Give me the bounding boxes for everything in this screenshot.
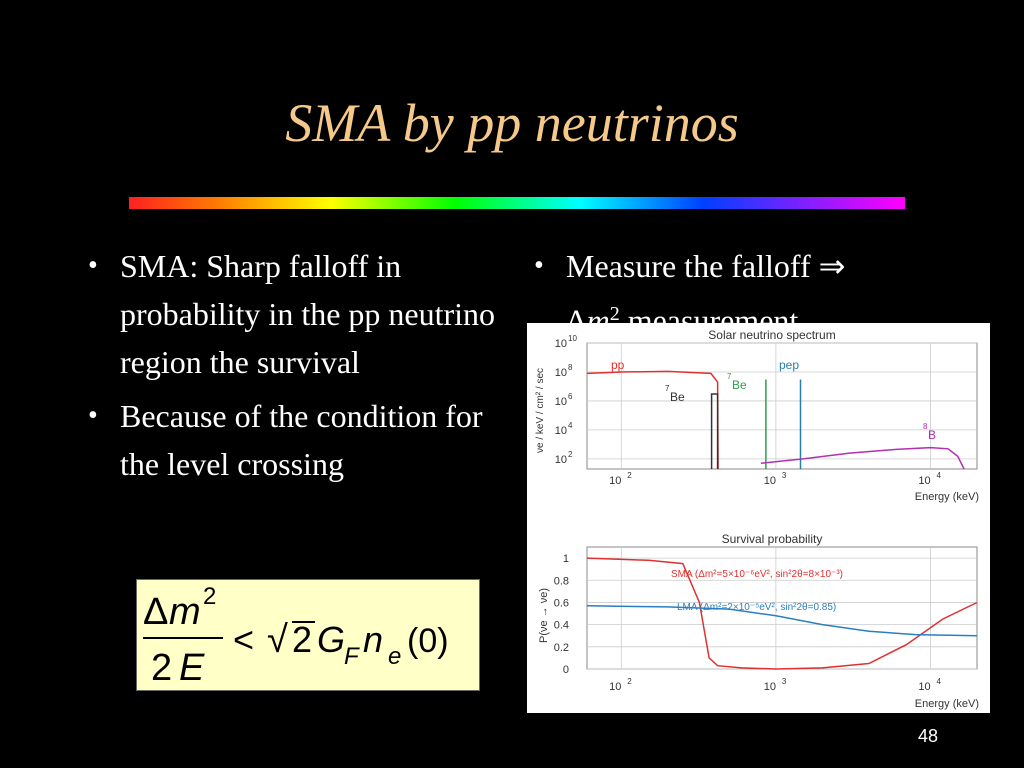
bullet-icon: • <box>88 400 98 431</box>
bullet-icon: • <box>88 250 98 281</box>
bullet-text: SMA: Sharp falloff in probability in the… <box>120 248 496 380</box>
top-xlabel: Energy (keV) <box>915 491 979 503</box>
b8-label: B <box>928 428 936 442</box>
left-bullet-list: • SMA: Sharp falloff in probability in th… <box>82 242 502 494</box>
bottom-series <box>586 557 978 670</box>
series-line <box>586 605 978 637</box>
x-tick-exponent: 3 <box>782 471 787 480</box>
x-tick-exponent: 4 <box>936 471 941 480</box>
neutrino-plot-panel: Solar neutrino spectrum 10 2 10 3 10 4 10 2 10 4 1… <box>527 323 990 713</box>
y-tick-label: 0.2 <box>554 642 569 654</box>
slide-title: SMA by pp neutrinos <box>285 93 739 153</box>
be7-sup-label-b: 7 <box>727 372 732 381</box>
formula-arg: (0) <box>407 622 449 660</box>
be7-label-a: Be <box>670 390 685 404</box>
x-tick-exponent: 3 <box>782 677 787 686</box>
y-tick-label: 0.6 <box>554 597 569 609</box>
top-series <box>586 370 965 470</box>
y-tick-label: 10 <box>555 396 567 408</box>
formula-delta: Δ <box>143 591 168 633</box>
page-number: 48 <box>917 726 938 746</box>
pep-label: pep <box>779 358 799 372</box>
bullet-text: Because of the condition for the level c… <box>120 398 483 482</box>
sqrt-icon: √ <box>267 619 288 661</box>
sma-label: SMA (Δm²=5×10⁻⁶eV², sin²2θ=8×10⁻³) <box>671 569 843 580</box>
y-tick-label: 10 <box>555 367 567 379</box>
y-tick-exponent: 2 <box>568 450 573 459</box>
bottom-ticks: 10 2 10 3 10 4 0 0.2 0.4 0.6 0.8 1 <box>554 553 942 693</box>
bottom-chart-title: Survival probability <box>722 532 823 546</box>
x-tick-exponent: 2 <box>627 471 632 480</box>
formula-e: e <box>388 643 401 670</box>
rainbow-divider <box>129 197 905 209</box>
y-tick-exponent: 6 <box>568 392 573 401</box>
y-tick-label: 0.8 <box>554 575 569 587</box>
formula-exponent: 2 <box>203 583 216 610</box>
series-line <box>586 370 719 470</box>
bullet-icon: • <box>534 250 544 281</box>
y-tick-exponent: 10 <box>568 334 577 343</box>
be7-label-b: Be <box>732 378 747 392</box>
bullet-item: • SMA: Sharp falloff in probability in th… <box>82 242 502 386</box>
be7-sup-label-a: 7 <box>665 384 670 393</box>
y-tick-label: 0 <box>563 664 569 676</box>
x-tick-label: 10 <box>918 681 930 693</box>
x-tick-label: 10 <box>609 681 621 693</box>
bullet-item: • Because of the condition for the level … <box>82 392 502 488</box>
y-tick-label: 0.4 <box>554 620 569 632</box>
x-tick-exponent: 4 <box>936 677 941 686</box>
formula-G: G <box>317 619 345 660</box>
y-tick-label: 10 <box>555 454 567 466</box>
series-line <box>586 557 978 670</box>
x-tick-label: 10 <box>609 475 621 487</box>
top-chart-title: Solar neutrino spectrum <box>708 328 835 342</box>
lma-label: LMA (Δm²=2×10⁻⁵eV², sin²2θ=0.85) <box>677 602 836 613</box>
x-tick-label: 10 <box>764 475 776 487</box>
x-tick-label: 10 <box>918 475 930 487</box>
neutrino-plots: Solar neutrino spectrum 10 2 10 3 10 410 210 41… <box>535 328 979 710</box>
level-crossing-formula: Δ m 2 2 E < √ 2 G F n e (0) <box>136 579 480 691</box>
formula-n: n <box>363 619 383 660</box>
formula-less-than: < <box>233 619 254 660</box>
y-tick-label: 1 <box>563 553 569 565</box>
formula-E: E <box>179 647 205 689</box>
y-tick-exponent: 8 <box>568 363 573 372</box>
bottom-ylabel: P(νe → νe) <box>538 588 550 643</box>
x-tick-label: 10 <box>764 681 776 693</box>
top-ticks: 10 2 10 3 10 410 210 410 610 810 10 <box>555 334 942 487</box>
bullet-text: Measure the falloff ⇒ <box>566 248 846 284</box>
x-tick-exponent: 2 <box>627 677 632 686</box>
b8-sup-label: 8 <box>923 422 928 431</box>
formula-F: F <box>344 643 360 670</box>
formula-sqrt-two: 2 <box>292 619 312 660</box>
top-ylabel: νe / keV / cm² / sec <box>535 368 546 453</box>
formula-m: m <box>169 591 201 633</box>
bottom-xlabel: Energy (keV) <box>915 698 979 710</box>
pp-label: pp <box>611 358 625 372</box>
y-tick-label: 10 <box>555 425 567 437</box>
y-tick-label: 10 <box>555 338 567 350</box>
y-tick-exponent: 4 <box>568 421 573 430</box>
top-gridlines <box>587 342 977 469</box>
formula-den-two: 2 <box>151 647 172 689</box>
series-line <box>760 446 965 470</box>
series-line <box>710 393 719 469</box>
exponent: 2 <box>609 303 620 325</box>
